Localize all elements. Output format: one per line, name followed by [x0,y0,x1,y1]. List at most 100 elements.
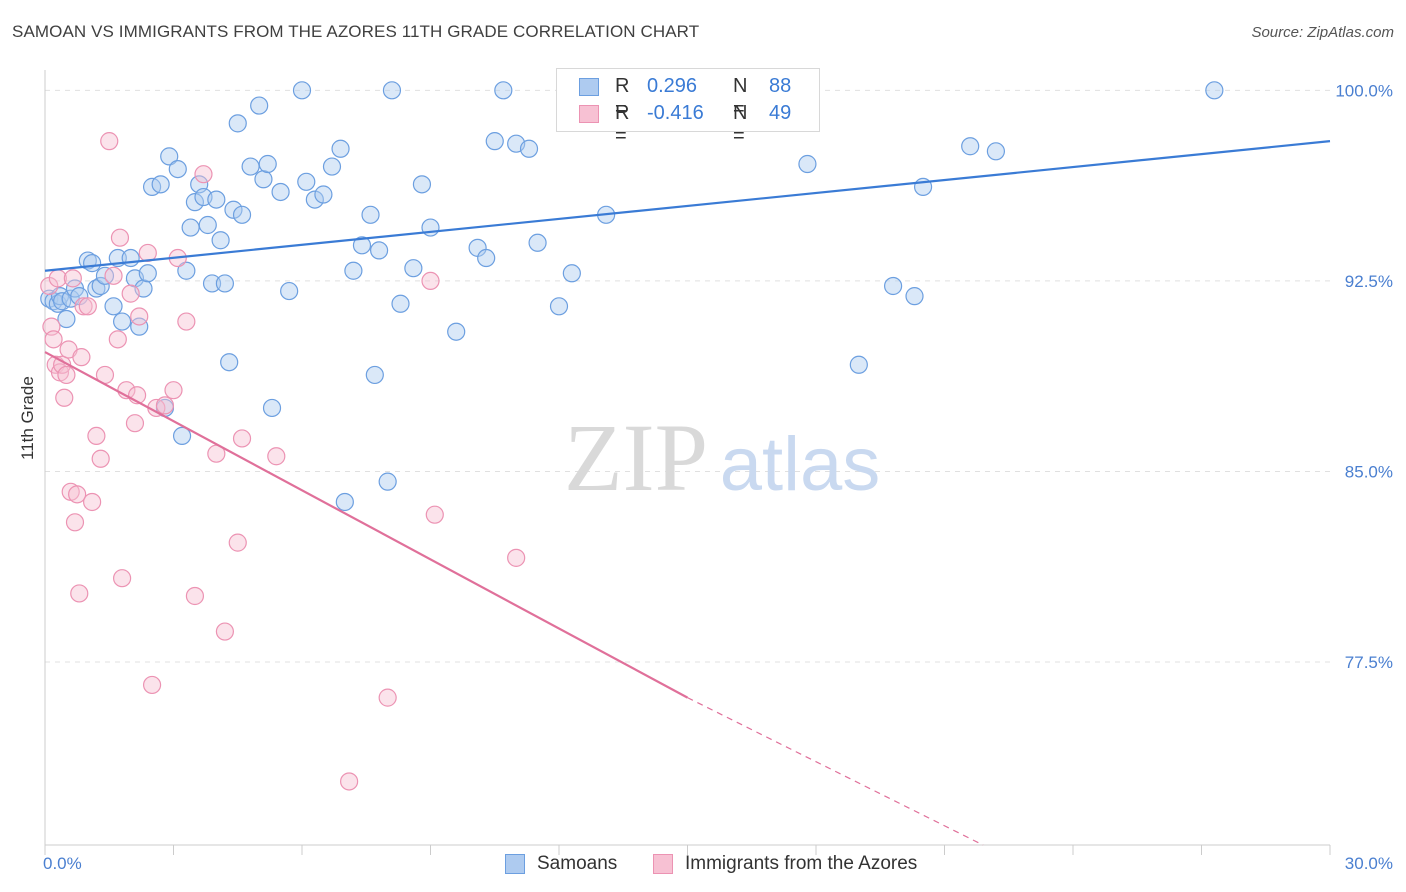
samoan-point [262,398,282,418]
samoan-point [228,114,247,133]
series-legend: Samoans Immigrants from the Azores [0,852,1406,878]
samoan-point [168,159,187,179]
samoan-point [83,254,102,273]
samoan-point [961,137,980,156]
watermark-atlas: atlas [720,422,881,507]
y-tick-label: 77.5% [1345,653,1393,672]
samoan-point [494,81,513,100]
legend-swatch-pink [579,105,599,123]
azores-point [112,569,132,588]
samoan-point [104,297,123,316]
trend-lines [44,140,1331,846]
samoan-point [241,157,260,176]
x-tick-label: 0.0% [43,854,82,873]
r-label: R = [615,102,630,147]
azores-point [70,584,89,603]
samoan-point [344,261,363,280]
azores-point [44,330,63,349]
samoan-point [198,215,217,235]
azores-point [63,269,82,288]
samoan-point [232,205,252,224]
samoan-point [335,492,354,512]
azores-point [421,271,440,291]
azores-point [425,505,444,524]
samoan-point [365,365,384,385]
source-label: Source: ZipAtlas.com [1251,24,1394,41]
n-label: N = [733,75,748,120]
r-value: 0.296 [647,75,698,97]
y-tick-label: 92.5% [1345,272,1393,291]
azores-point [55,388,74,407]
correlation-legend: R = 0.296 N = 88 R = -0.416 N = 49 [556,68,820,147]
azores-point [194,165,213,184]
samoan-point [57,309,76,329]
samoan-point [404,259,423,278]
samoan-point [883,276,903,296]
watermark: ZIP atlas [564,404,880,511]
azores-point [108,330,127,349]
samoan-point [297,172,316,191]
samoan-point [798,154,817,174]
watermark-zip: ZIP [564,404,708,511]
samoan-point [138,264,157,283]
y-axis-label: 11th Grade [18,376,37,460]
samoan-point [112,312,132,331]
azores-point [68,485,87,504]
azores-point [232,429,252,448]
azores-point [100,132,119,151]
azores-point [340,772,359,791]
samoan-point [986,142,1006,161]
r-value: -0.416 [647,102,704,124]
samoan-point [250,96,269,115]
samoan-point [905,287,924,306]
azores-point [164,381,183,400]
samoan-point [477,248,496,268]
azores-point [142,675,162,695]
samoan-point [177,261,196,280]
samoan-point [549,297,569,316]
samoan-point [528,233,547,252]
samoan-point [562,264,581,283]
samoan-point [314,185,333,204]
azores-point [104,266,123,285]
samoan-point [447,322,466,341]
azores-point [91,449,110,468]
legend-label-azores: Immigrants from the Azores [685,853,918,874]
samoan-point [91,276,110,296]
n-label: N = [733,102,748,147]
azores-point [267,447,286,466]
samoan-point [292,81,312,100]
azores-point [215,622,234,641]
samoan-point [220,353,239,372]
azores-point [83,492,102,512]
azores-point [74,297,93,316]
x-tick-label: 30.0% [1345,854,1393,873]
samoan-point [370,241,389,260]
azores-point [57,365,76,385]
samoan-point [378,472,397,491]
samoan-trend-line [44,140,1331,272]
samoan-point [280,281,299,301]
azores-point [121,284,140,303]
azores-point [228,533,247,552]
samoan-point [224,200,243,219]
legend-swatch-samoans [505,854,525,874]
grid-lines [45,89,1330,663]
samoan-point [1205,81,1224,100]
samoan-point [519,139,539,158]
samoan-point [254,170,273,189]
samoan-point [849,355,868,374]
samoan-point [130,317,149,336]
legend-swatch-azores [653,854,673,874]
azores-point [87,426,106,446]
samoan-point [121,248,140,268]
tick-labels: 77.5% 85.0% 92.5% 100.0% 0.0% 30.0% [43,81,1393,873]
n-value: 49 [769,102,792,124]
samoan-point [202,274,222,293]
n-value: 88 [769,75,792,97]
legend-label-samoans: Samoans [537,853,618,874]
samoan-point [181,218,200,237]
azores-trend-line [44,351,689,699]
y-tick-label: 100.0% [1335,81,1393,100]
